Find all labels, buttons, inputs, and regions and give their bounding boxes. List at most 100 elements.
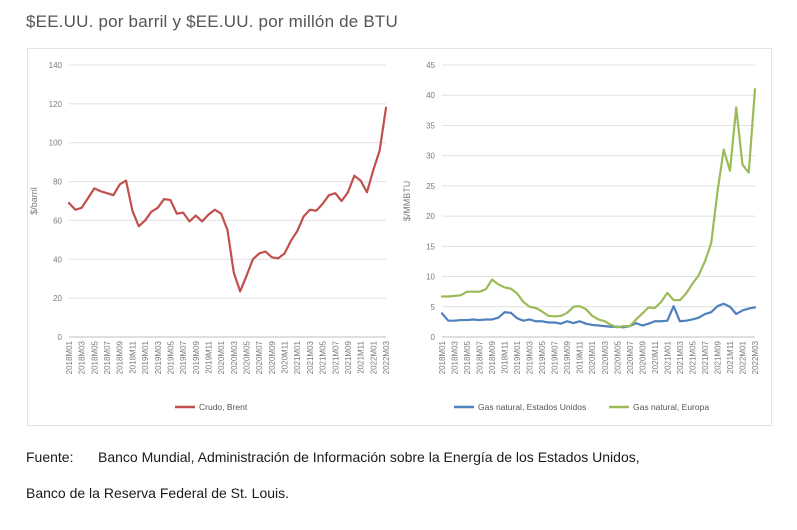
x-tick-label: 2018M07: [103, 340, 112, 374]
data-point: [610, 324, 612, 326]
x-tick-label: 2018M01: [438, 340, 447, 374]
data-point: [239, 290, 242, 293]
data-point: [453, 294, 456, 297]
source-text-1: Banco Mundial, Administración de Informa…: [98, 449, 640, 465]
data-point: [328, 194, 330, 197]
data-point: [283, 252, 286, 255]
data-point: [296, 230, 299, 233]
data-point: [704, 313, 706, 315]
data-point: [270, 256, 273, 259]
x-tick-label: 2020M03: [230, 340, 239, 374]
x-tick-label: 2019M09: [563, 340, 572, 374]
data-point: [340, 200, 343, 202]
data-point: [302, 215, 305, 218]
legend-label: Gas natural, Estados Unidos: [478, 402, 586, 412]
x-tick-label: 2020M03: [601, 340, 610, 374]
data-point: [163, 198, 166, 200]
y-tick-label: 45: [426, 61, 435, 70]
data-point: [74, 208, 77, 211]
data-point: [516, 317, 519, 320]
data-point: [729, 305, 731, 308]
x-tick-label: 2021M11: [726, 340, 735, 373]
data-point: [503, 311, 506, 314]
x-tick-label: 2018M11: [128, 340, 137, 373]
data-point: [616, 326, 619, 329]
data-point: [697, 316, 700, 319]
data-point: [509, 287, 512, 290]
data-point: [691, 318, 694, 321]
data-point: [585, 322, 587, 325]
source-label: Fuente:: [26, 449, 74, 465]
x-tick-label: 2019M03: [526, 340, 535, 374]
data-point: [156, 206, 159, 209]
data-point: [118, 183, 121, 186]
x-tick-label: 2021M07: [331, 340, 340, 374]
x-tick-label: 2018M09: [116, 340, 125, 374]
data-point: [622, 325, 625, 328]
data-point: [603, 325, 606, 328]
data-point: [226, 229, 229, 232]
data-point: [175, 212, 178, 215]
data-point: [497, 283, 500, 286]
x-tick-label: 2019M11: [204, 340, 213, 373]
x-tick-label: 2022M01: [738, 340, 747, 374]
data-point: [704, 260, 706, 263]
data-point: [566, 311, 569, 314]
data-point: [747, 307, 750, 310]
data-point: [112, 194, 115, 197]
data-point: [697, 274, 700, 277]
x-tick-label: 2022M01: [369, 340, 378, 374]
y-tick-label: 40: [426, 91, 435, 100]
data-point: [585, 308, 587, 311]
data-point: [691, 282, 694, 285]
data-point: [459, 319, 462, 321]
data-point: [572, 322, 575, 324]
data-point: [591, 314, 594, 317]
data-point: [710, 311, 713, 314]
data-point: [660, 301, 662, 303]
data-point: [466, 290, 468, 293]
data-point: [334, 192, 337, 195]
data-point: [560, 314, 562, 317]
brent-chart: 0 20 40 60 80 100 120 140 $/barril 2018M01 2018M03…: [29, 61, 391, 412]
data-point: [635, 322, 637, 324]
data-point: [137, 225, 140, 228]
x-tick-label: 2021M05: [319, 340, 328, 374]
x-tick-label: 2020M01: [588, 340, 597, 374]
data-point: [213, 208, 216, 211]
data-point: [541, 320, 544, 323]
x-tick-label: 2019M03: [154, 340, 163, 374]
data-point: [491, 318, 493, 321]
data-point: [125, 179, 127, 182]
data-point: [309, 208, 311, 211]
data-point: [87, 197, 89, 199]
x-tick-label: 2020M09: [638, 340, 647, 374]
x-tick-label: 2021M07: [701, 340, 710, 374]
x-tick-label: 2018M03: [451, 340, 460, 374]
x-tick-label: 2019M07: [179, 340, 188, 374]
x-tick-label: 2020M09: [268, 340, 277, 374]
data-point: [597, 318, 600, 321]
data-point: [503, 286, 506, 289]
data-point: [678, 320, 681, 323]
source-line-1: Fuente: Banco Mundial, Administración de …: [26, 449, 640, 465]
data-point: [447, 295, 450, 298]
y-tick-label: 0: [431, 333, 436, 342]
data-point: [378, 149, 381, 152]
x-tick-label: 2021M01: [293, 340, 302, 374]
data-point: [685, 292, 688, 295]
data-point: [566, 320, 569, 323]
data-point: [729, 169, 731, 172]
y-tick-label: 35: [426, 121, 435, 130]
data-point: [453, 319, 456, 322]
x-tick-label: 2019M05: [166, 340, 175, 374]
x-tick-label: 2019M11: [576, 340, 585, 373]
data-point: [710, 242, 713, 245]
data-point: [472, 318, 475, 321]
data-point: [459, 294, 462, 297]
y-tick-label: 0: [58, 333, 63, 342]
charts-panel: [27, 48, 772, 426]
page-title: $EE.UU. por barril y $EE.UU. por millón …: [26, 12, 398, 31]
data-point: [578, 305, 581, 308]
